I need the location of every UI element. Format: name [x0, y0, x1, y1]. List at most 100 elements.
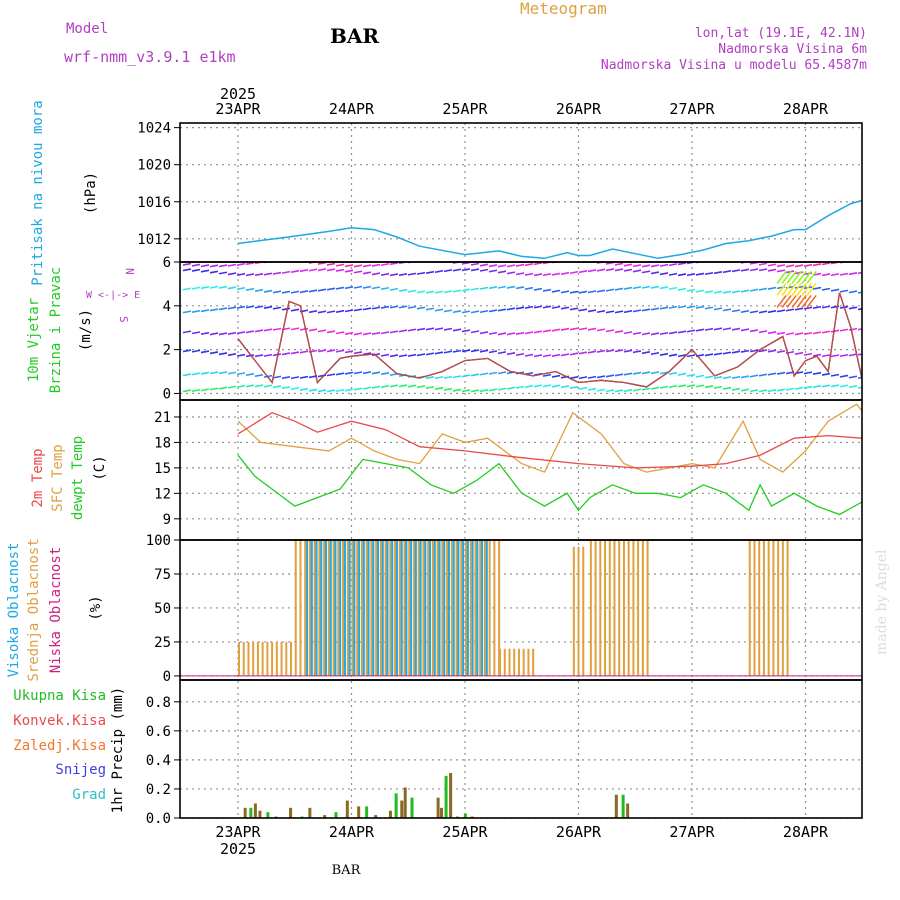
wind-arrow: [434, 386, 444, 390]
wind-arrow: [254, 373, 264, 378]
wind-arrow: [281, 307, 291, 311]
wind-arrow: [794, 332, 804, 336]
wind-arrow: [659, 385, 669, 389]
wind-arrow: [668, 272, 678, 276]
wind-arrow: [560, 271, 570, 275]
wind-arrow: [632, 286, 642, 290]
cloud-bar-high: [306, 540, 309, 676]
wind-arrow: [632, 309, 642, 313]
precip-ylabel: 1hr Precip (mm): [110, 687, 126, 813]
wind-arrow: [551, 353, 561, 357]
temp-unit: (C): [92, 455, 108, 480]
cloud-bar-mid: [455, 540, 458, 676]
cloud-bar-mid: [256, 641, 259, 676]
wind-arrow: [506, 271, 516, 275]
wind-arrow-strong: [776, 282, 787, 296]
wind-arrow-strong: [806, 282, 817, 296]
wind-arrow: [407, 289, 417, 293]
wind-arrow: [542, 373, 552, 377]
wind-arrow: [479, 372, 489, 376]
cloud-bar-mid: [247, 641, 250, 676]
wind-arrow: [524, 384, 534, 388]
wind-arrow: [605, 268, 615, 272]
wind-arrow: [812, 286, 822, 290]
lonlat-text: lon,lat (19.1E, 42.1N): [695, 26, 867, 41]
wind-arrow: [515, 306, 525, 310]
wind-arrow: [434, 269, 444, 274]
model-name: wrf-nmm_v3.9.1 e1km: [64, 48, 236, 66]
wind-arrow: [443, 387, 453, 391]
wind-arrow: [326, 262, 336, 266]
dewpoint-line: [237, 454, 862, 516]
wind-arrow-strong: [806, 270, 817, 284]
wind-arrow: [191, 268, 201, 272]
wind-arrow: [218, 332, 228, 336]
wind-arrow: [425, 376, 435, 380]
wind-arrow: [677, 384, 687, 388]
wind-arrow: [767, 310, 777, 314]
wind-arrow: [317, 268, 327, 272]
wind-arrow: [641, 270, 651, 274]
wind-arrow: [776, 331, 786, 335]
y-tick-label: 0: [163, 386, 171, 402]
cloud-bar-mid: [412, 540, 415, 676]
wind-arrow: [704, 327, 714, 331]
wind-arrow: [443, 350, 453, 354]
y-tick-label: 25: [154, 635, 171, 651]
cloud-bar-mid: [290, 641, 293, 676]
cloud-bar-mid: [450, 540, 453, 676]
cloud-bar-mid: [589, 540, 592, 676]
wind-arrow: [695, 289, 705, 293]
wind-arrow: [362, 386, 372, 390]
wind-arrow: [542, 305, 552, 309]
wind-arrow: [290, 269, 300, 273]
wind-arrow: [335, 372, 345, 376]
wind-arrow: [758, 287, 768, 291]
wind-arrow: [425, 290, 435, 294]
wind-arrow: [236, 272, 246, 276]
cloud-bar-mid: [422, 540, 425, 676]
wind-arrow: [722, 386, 732, 390]
wind-arrow: [389, 262, 399, 266]
cloud-bar-high: [395, 540, 398, 676]
y-tick-label: 1016: [137, 195, 171, 211]
cloud-bar-high: [377, 540, 380, 676]
wind-arrow: [704, 271, 714, 276]
wind-arrow: [605, 329, 615, 333]
wind-arrow: [767, 349, 777, 353]
wind-arrow: [704, 353, 714, 357]
station-title: BAR: [330, 24, 379, 48]
wind-arrow: [542, 329, 552, 333]
wind-arrow: [407, 328, 417, 332]
wind-arrow: [227, 385, 237, 389]
cloud-bar-high: [429, 540, 432, 676]
wind-arrow: [623, 331, 633, 335]
wind-arrow: [254, 354, 264, 358]
wind-arrow-strong: [796, 294, 807, 308]
wind-arrow-strong: [893, 271, 900, 283]
wind-arrow: [452, 349, 462, 353]
wind-arrow: [245, 273, 255, 277]
y-tick-label: 1020: [137, 158, 171, 174]
wind-arrow: [506, 285, 516, 289]
y-tick-label: 0.6: [146, 724, 171, 740]
wind-arrow: [578, 376, 588, 380]
wind-arrow: [560, 327, 570, 331]
wind-arrow: [254, 273, 264, 277]
wind-arrow: [614, 268, 624, 272]
cloud-bar-mid: [313, 540, 316, 676]
wind-arrow: [614, 349, 624, 353]
wind-arrow: [452, 375, 462, 379]
wind-arrow: [830, 273, 840, 277]
wind-arrow: [452, 328, 462, 332]
wind-arrow: [200, 350, 210, 354]
wind-arrow-strong: [883, 283, 892, 295]
wind-arrow: [587, 350, 597, 354]
wind-arrow: [650, 271, 660, 275]
wind-arrow: [308, 268, 318, 272]
wind-arrow: [587, 387, 597, 391]
precip-bar: [243, 807, 247, 818]
wind-arrow: [335, 388, 345, 393]
cloud-bar-mid: [370, 540, 373, 676]
wind-ylabel-1: 10m Vjetar: [26, 298, 42, 382]
